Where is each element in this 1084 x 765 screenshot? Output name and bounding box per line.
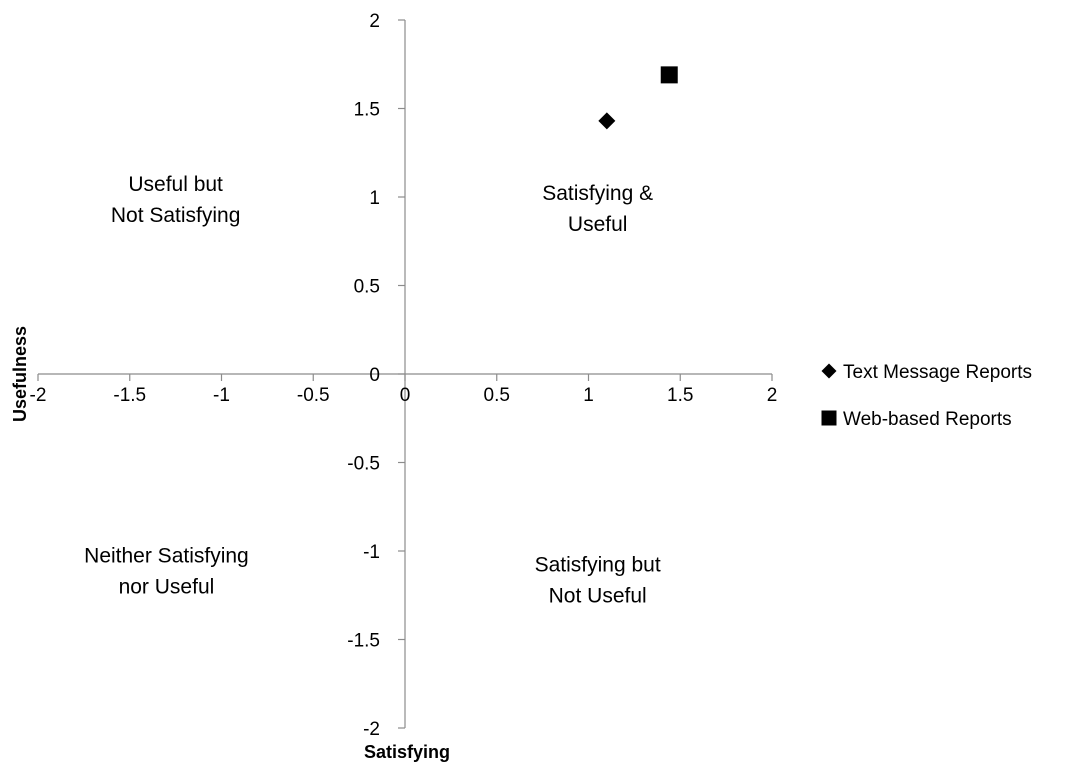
x-tick-label: -1.5 — [113, 385, 146, 406]
quadrant-label: Satisfying but Not Useful — [535, 554, 661, 608]
quadrant-labels: Useful but Not Satisfying Satisfying & Usef… — [84, 173, 661, 608]
x-tick-label: 1.5 — [667, 385, 693, 406]
y-tick-label: -1 — [363, 542, 380, 563]
legend-label: Text Message Reports — [843, 362, 1032, 383]
x-tick-label: -2 — [30, 385, 47, 406]
y-tick-label: -2 — [363, 719, 380, 740]
x-tick-label: -1 — [213, 385, 230, 406]
quadrant-label: Neither Satisfying nor Useful — [84, 545, 249, 599]
axes: -2 -1.5 -1 -0.5 0 0.5 1 1.5 2 -2 -1.5 -1 -0.5 0 0.5 1 1.… — [30, 11, 778, 740]
legend-square-marker — [821, 410, 837, 426]
legend-diamond-marker — [821, 363, 837, 379]
text-message-point — [598, 112, 616, 130]
y-tick-label: 0.5 — [354, 277, 380, 298]
x-tick-label: 1 — [583, 385, 594, 406]
x-tick-label: 0.5 — [484, 385, 510, 406]
quadrant-label: Satisfying & Useful — [542, 182, 653, 236]
y-tick-label: 0 — [369, 365, 380, 386]
x-tick-label: 0 — [400, 385, 411, 406]
y-axis-title: Usefulness — [10, 326, 30, 422]
y-tick-label: -1.5 — [347, 631, 380, 652]
data-points — [598, 66, 678, 130]
x-tick-label: 2 — [767, 385, 778, 406]
x-tick-label: -0.5 — [297, 385, 330, 406]
legend: Text Message Reports Web-based Reports — [821, 362, 1032, 430]
y-tick-label: 1 — [369, 188, 380, 209]
web-based-point — [660, 66, 678, 84]
legend-label: Web-based Reports — [843, 409, 1012, 430]
y-tick-label: -0.5 — [347, 454, 380, 475]
quadrant-label: Useful but Not Satisfying — [111, 173, 241, 227]
x-axis-title: Satisfying — [364, 742, 450, 762]
y-tick-label: 2 — [369, 11, 380, 32]
y-tick-label: 1.5 — [354, 100, 380, 121]
